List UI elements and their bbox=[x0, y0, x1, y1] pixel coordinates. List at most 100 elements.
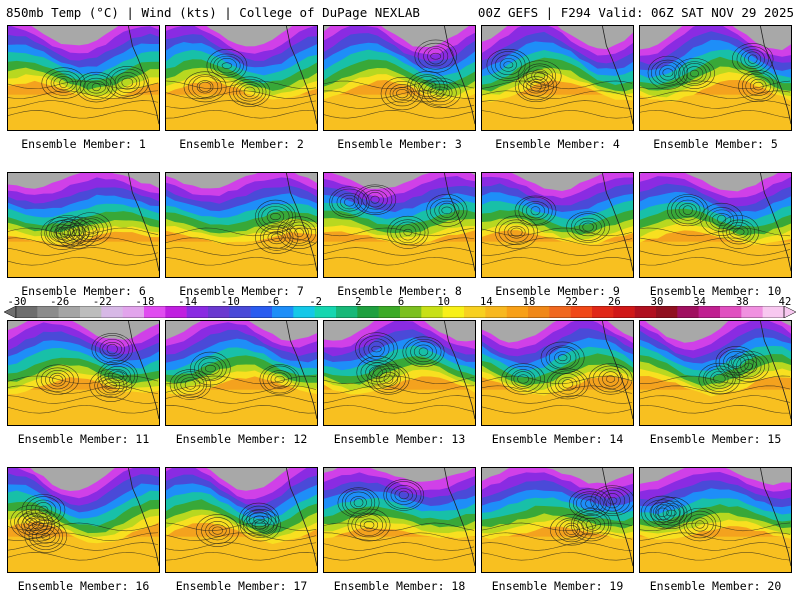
temperature-map bbox=[640, 321, 791, 425]
colorbar-swatch bbox=[506, 306, 529, 318]
colorbar-swatch bbox=[165, 306, 187, 318]
colorbar-swatch bbox=[442, 306, 465, 318]
colorbar-swatch bbox=[592, 306, 614, 318]
ensemble-member-label: Ensemble Member: 11 bbox=[17, 432, 150, 446]
colorbar-swatch bbox=[528, 306, 550, 318]
temperature-map bbox=[640, 173, 791, 277]
ensemble-member-panel bbox=[639, 172, 792, 278]
temperature-map bbox=[324, 321, 475, 425]
ensemble-member-label: Ensemble Member: 8 bbox=[337, 284, 462, 298]
colorbar-tick-label: 34 bbox=[693, 296, 706, 308]
ensemble-member-panel bbox=[639, 320, 792, 426]
ensemble-member-label: Ensemble Member: 2 bbox=[179, 137, 304, 151]
colorbar-swatch bbox=[613, 306, 635, 318]
ensemble-member-panel bbox=[323, 172, 476, 278]
colorbar-swatch bbox=[314, 306, 337, 318]
colorbar-swatch bbox=[80, 306, 102, 318]
ensemble-member-panel bbox=[323, 25, 476, 131]
colorbar-swatch bbox=[16, 306, 38, 318]
ensemble-member-label: Ensemble Member: 13 bbox=[333, 432, 466, 446]
ensemble-member-label: Ensemble Member: 6 bbox=[21, 284, 146, 298]
temperature-map bbox=[640, 26, 791, 130]
temperature-map bbox=[8, 173, 159, 277]
ensemble-member-panel bbox=[7, 25, 160, 131]
colorbar-tick-label: 26 bbox=[608, 296, 621, 308]
colorbar-tick-label: 10 bbox=[437, 296, 450, 308]
ensemble-member-label: Ensemble Member: 19 bbox=[491, 579, 624, 593]
ensemble-member-panel bbox=[7, 172, 160, 278]
colorbar-swatch bbox=[634, 306, 657, 318]
colorbar-swatch bbox=[336, 306, 358, 318]
temperature-map bbox=[324, 26, 475, 130]
temperature-colorbar bbox=[4, 306, 796, 318]
colorbar-tick-label: -10 bbox=[220, 296, 240, 308]
colorbar-swatch bbox=[698, 306, 721, 318]
colorbar-tick-label: 2 bbox=[355, 296, 362, 308]
ensemble-member-panel bbox=[323, 320, 476, 426]
temperature-map bbox=[482, 468, 633, 572]
colorbar-tick-label: -14 bbox=[178, 296, 198, 308]
colorbar-swatch bbox=[101, 306, 123, 318]
temperature-map bbox=[482, 26, 633, 130]
ensemble-member-label: Ensemble Member: 15 bbox=[649, 432, 782, 446]
header-title-right: 00Z GEFS | F294 Valid: 06Z SAT NOV 29 20… bbox=[477, 5, 794, 20]
temperature-map bbox=[8, 26, 159, 130]
colorbar-swatch bbox=[122, 306, 145, 318]
colorbar-swatch bbox=[37, 306, 59, 318]
ensemble-member-label: Ensemble Member: 3 bbox=[337, 137, 462, 151]
temperature-map bbox=[166, 321, 317, 425]
colorbar-swatch bbox=[762, 306, 785, 318]
colorbar-swatch bbox=[741, 306, 763, 318]
ensemble-member-panel bbox=[165, 320, 318, 426]
colorbar-swatch bbox=[485, 306, 507, 318]
colorbar-tick-label: 22 bbox=[565, 296, 578, 308]
temperature-map bbox=[166, 468, 317, 572]
colorbar-swatch bbox=[400, 306, 422, 318]
ensemble-member-label: Ensemble Member: 7 bbox=[179, 284, 304, 298]
colorbar-swatch bbox=[720, 306, 742, 318]
ensemble-member-panel bbox=[481, 25, 634, 131]
colorbar-tick-label: -30 bbox=[7, 296, 27, 308]
colorbar-swatch bbox=[549, 306, 571, 318]
temperature-map bbox=[640, 468, 791, 572]
temperature-map bbox=[166, 26, 317, 130]
colorbar-tick-label: 42 bbox=[778, 296, 792, 308]
ensemble-member-panel bbox=[323, 467, 476, 573]
ensemble-member-panel bbox=[165, 25, 318, 131]
colorbar-swatch bbox=[357, 306, 379, 318]
ensemble-member-panel bbox=[7, 320, 160, 426]
ensemble-member-label: Ensemble Member: 17 bbox=[175, 579, 308, 593]
colorbar-swatch bbox=[144, 306, 166, 318]
ensemble-member-label: Ensemble Member: 10 bbox=[649, 284, 782, 298]
header-title-left: 850mb Temp (°C) | Wind (kts) | College o… bbox=[6, 5, 420, 20]
colorbar-tick-label: -18 bbox=[135, 296, 155, 308]
ensemble-member-label: Ensemble Member: 1 bbox=[21, 137, 146, 151]
temperature-map bbox=[8, 468, 159, 572]
ensemble-member-panel bbox=[481, 467, 634, 573]
colorbar-tick-label: -26 bbox=[50, 296, 70, 308]
ensemble-member-panel bbox=[7, 467, 160, 573]
colorbar-tick-label: 6 bbox=[397, 296, 405, 308]
colorbar-swatch bbox=[464, 306, 486, 318]
colorbar-tick-label: -22 bbox=[92, 296, 112, 308]
colorbar-tick-label: 38 bbox=[736, 296, 749, 308]
ensemble-member-panel bbox=[639, 467, 792, 573]
colorbar-swatch bbox=[272, 306, 294, 318]
colorbar-tick-label: -6 bbox=[266, 296, 280, 308]
ensemble-member-panel bbox=[165, 172, 318, 278]
ensemble-member-panel bbox=[481, 172, 634, 278]
temperature-map bbox=[482, 321, 633, 425]
ensemble-member-label: Ensemble Member: 14 bbox=[491, 432, 624, 446]
ensemble-member-label: Ensemble Member: 5 bbox=[653, 137, 778, 151]
colorbar-tick-label: 14 bbox=[480, 296, 493, 308]
colorbar-swatch bbox=[656, 306, 678, 318]
colorbar-swatch bbox=[250, 306, 273, 318]
ensemble-member-label: Ensemble Member: 18 bbox=[333, 579, 466, 593]
colorbar-tick-label: -2 bbox=[309, 296, 322, 308]
ensemble-member-panel bbox=[481, 320, 634, 426]
colorbar-swatch bbox=[570, 306, 593, 318]
colorbar-swatch bbox=[293, 306, 315, 318]
colorbar-swatch bbox=[58, 306, 81, 318]
colorbar-swatch bbox=[421, 306, 443, 318]
colorbar-swatch bbox=[378, 306, 401, 318]
